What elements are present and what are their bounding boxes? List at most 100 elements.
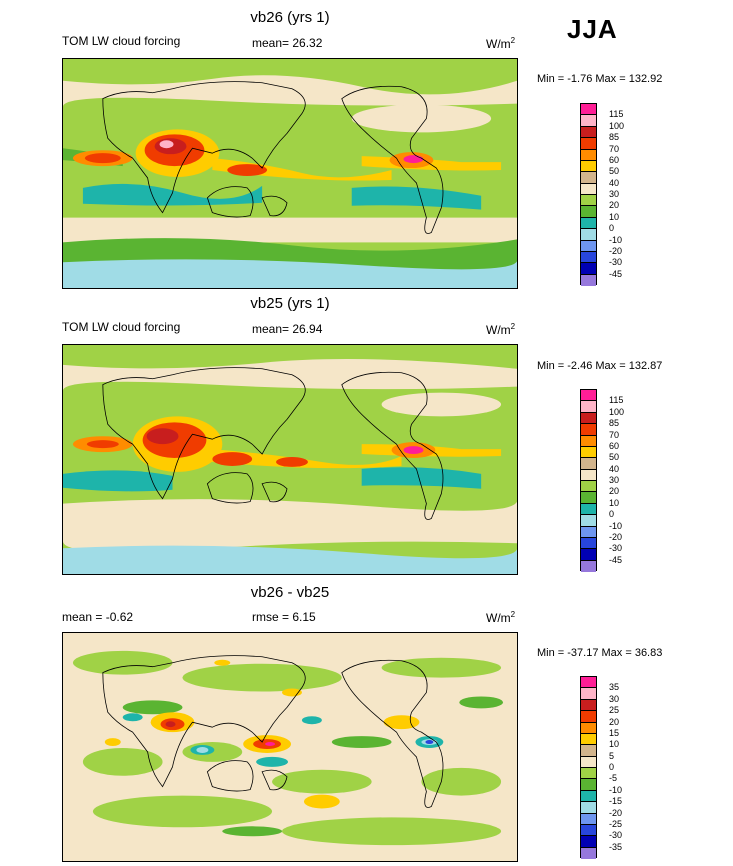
panel-1-contour-map bbox=[63, 59, 517, 288]
colorbar-swatch bbox=[581, 435, 596, 447]
colorbar-swatch bbox=[581, 195, 596, 207]
colorbar-swatch bbox=[581, 688, 596, 700]
colorbar-tick-label: -20 bbox=[609, 245, 623, 256]
colorbar-swatch bbox=[581, 424, 596, 436]
colorbar-swatch bbox=[581, 251, 596, 264]
colorbar-swatch bbox=[581, 149, 596, 161]
colorbar-swatch bbox=[581, 745, 596, 757]
colorbar-swatch bbox=[581, 390, 596, 402]
colorbar-swatch bbox=[581, 229, 596, 241]
colorbar-swatch bbox=[581, 802, 596, 814]
colorbar-tick-label: 70 bbox=[609, 143, 620, 154]
colorbar-tick-label: 60 bbox=[609, 440, 620, 451]
panel-2-mean-value: 26.94 bbox=[292, 322, 323, 336]
colorbar-tick-label: -35 bbox=[609, 841, 623, 852]
colorbar-tick-label: 10 bbox=[609, 497, 620, 508]
colorbar-swatch bbox=[581, 549, 596, 561]
colorbar-swatch bbox=[581, 263, 596, 275]
colorbar-swatch bbox=[581, 446, 596, 459]
colorbar-swatch bbox=[581, 515, 596, 527]
colorbar-tick-label: -10 bbox=[609, 784, 623, 795]
colorbar-tick-label: 70 bbox=[609, 429, 620, 440]
colorbar-swatch bbox=[581, 469, 596, 481]
colorbar-swatch bbox=[581, 537, 596, 550]
panel-2-field-label: TOM LW cloud forcing bbox=[62, 320, 181, 334]
panel-3-minmax: Min = -37.17 Max = 36.83 bbox=[537, 647, 663, 659]
colorbar-tick-label: 25 bbox=[609, 705, 620, 716]
colorbar-swatch bbox=[581, 756, 596, 768]
colorbar-swatch bbox=[581, 206, 596, 218]
panel-1-field-label: TOM LW cloud forcing bbox=[62, 34, 181, 48]
panel-3-units: W/m2 bbox=[486, 610, 516, 625]
colorbar-swatch bbox=[581, 560, 596, 572]
colorbar-swatch bbox=[581, 104, 596, 116]
colorbar-swatch bbox=[581, 836, 596, 848]
colorbar-swatch bbox=[581, 401, 596, 413]
panel-1-mean: mean= 26.32 bbox=[252, 36, 322, 50]
colorbar-tick-label: 100 bbox=[609, 120, 625, 131]
panel-2-contour-map bbox=[63, 345, 517, 574]
colorbar-swatch bbox=[581, 768, 596, 780]
season-label: JJA bbox=[567, 14, 618, 44]
colorbar-swatch bbox=[581, 126, 596, 139]
panel-3-rmse-value: 6.15 bbox=[292, 610, 316, 624]
colorbar-tick-label: -25 bbox=[609, 818, 623, 829]
colorbar-swatch bbox=[581, 790, 596, 803]
colorbar-swatch bbox=[581, 274, 596, 286]
colorbar-tick-label: 35 bbox=[609, 682, 620, 693]
panel-1-mean-label: mean= bbox=[252, 36, 290, 50]
colorbar-swatch bbox=[581, 722, 596, 734]
colorbar-swatch bbox=[581, 458, 596, 470]
colorbar-swatch bbox=[581, 115, 596, 127]
panel-2-colorbar-ticks: 115 100 85 70 60 50 40 30 20 10 0 -10 -20 -30 -45 bbox=[609, 389, 649, 571]
colorbar-tick-label: 30 bbox=[609, 693, 620, 704]
panel-3-colorbar bbox=[580, 676, 597, 859]
colorbar-tick-label: 10 bbox=[609, 211, 620, 222]
colorbar-tick-label: 0 bbox=[609, 509, 615, 520]
panel-2-minmax: Min = -2.46 Max = 132.87 bbox=[537, 360, 663, 372]
colorbar-tick-label: 20 bbox=[609, 486, 620, 497]
colorbar-tick-label: 115 bbox=[609, 109, 624, 120]
colorbar-swatch bbox=[581, 160, 596, 173]
colorbar-tick-label: -15 bbox=[609, 796, 623, 807]
colorbar-tick-label: 85 bbox=[609, 132, 620, 143]
colorbar-tick-label: -10 bbox=[609, 234, 623, 245]
colorbar-swatch bbox=[581, 847, 596, 859]
panel-3-map bbox=[62, 632, 518, 862]
colorbar-swatch bbox=[581, 677, 596, 689]
colorbar-swatch bbox=[581, 733, 596, 746]
panel-2-units: W/m2 bbox=[486, 322, 516, 337]
colorbar-swatch bbox=[581, 138, 596, 150]
colorbar-tick-label: -20 bbox=[609, 531, 623, 542]
colorbar-tick-label: 115 bbox=[609, 395, 624, 406]
panel-1-title: vb26 (yrs 1) bbox=[250, 9, 330, 26]
colorbar-tick-label: -30 bbox=[609, 830, 623, 841]
colorbar-tick-label: -30 bbox=[609, 543, 623, 554]
panel-1-map bbox=[62, 58, 518, 289]
panel-1-units: W/m2 bbox=[486, 36, 516, 51]
colorbar-swatch bbox=[581, 699, 596, 712]
colorbar-tick-label: 40 bbox=[609, 463, 620, 474]
colorbar-swatch bbox=[581, 779, 596, 791]
colorbar-swatch bbox=[581, 183, 596, 195]
colorbar-swatch bbox=[581, 240, 596, 252]
colorbar-tick-label: -5 bbox=[609, 773, 618, 784]
colorbar-tick-label: -20 bbox=[609, 807, 623, 818]
colorbar-tick-label: 100 bbox=[609, 406, 625, 417]
colorbar-swatch bbox=[581, 813, 596, 825]
panel-1-colorbar bbox=[580, 103, 597, 286]
colorbar-swatch bbox=[581, 526, 596, 538]
panel-3-contour-map bbox=[63, 633, 517, 861]
colorbar-swatch bbox=[581, 481, 596, 493]
colorbar-tick-label: -45 bbox=[609, 268, 623, 279]
colorbar-swatch bbox=[581, 217, 596, 230]
colorbar-tick-label: 50 bbox=[609, 166, 620, 177]
colorbar-tick-label: 60 bbox=[609, 154, 620, 165]
colorbar-swatch bbox=[581, 503, 596, 516]
panel-1-colorbar-ticks: 115 100 85 70 60 50 40 30 20 10 0 -10 -20 -30 -45 bbox=[609, 103, 649, 285]
colorbar-tick-label: 30 bbox=[609, 189, 620, 199]
colorbar-swatch bbox=[581, 824, 596, 837]
panel-2-colorbar bbox=[580, 389, 597, 572]
panel-2-map bbox=[62, 344, 518, 575]
colorbar-tick-label: 50 bbox=[609, 452, 620, 463]
